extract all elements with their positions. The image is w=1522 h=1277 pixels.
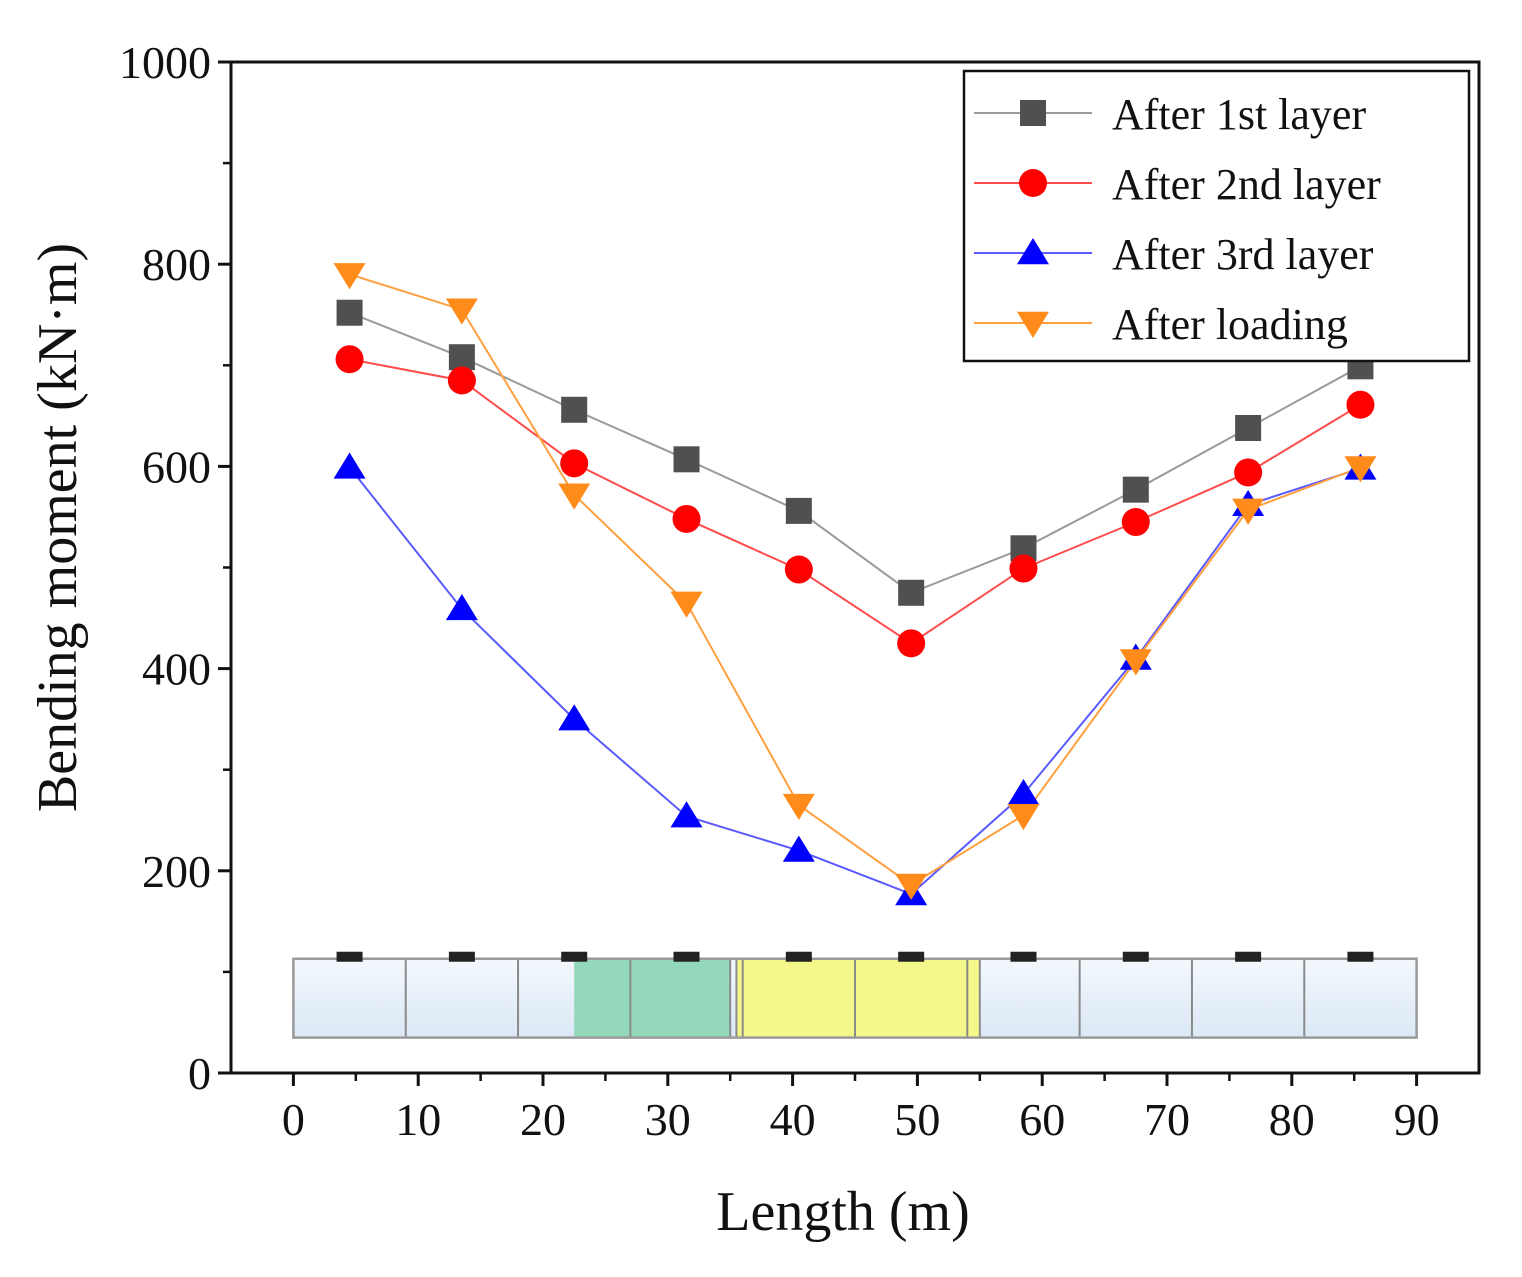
y-tick-label: 600: [142, 441, 211, 492]
data-point-s4-2: [445, 298, 478, 325]
x-tick-label: 0: [282, 1094, 305, 1145]
data-point-s4-5: [782, 793, 815, 821]
legend-label-3: After 3rd layer: [1112, 230, 1374, 279]
data-point-s1-8: [1122, 476, 1149, 503]
data-point-s3-1: [333, 452, 366, 479]
x-tick-label: 30: [645, 1094, 691, 1145]
data-point-s2-9: [1234, 458, 1263, 487]
legend-marker-3: [1017, 238, 1049, 265]
series-line-4: [349, 273, 1361, 887]
data-point-s2-2: [447, 366, 476, 395]
legend-marker-1: [1020, 100, 1046, 126]
data-point-s1-3: [561, 396, 588, 423]
series-line-3: [348, 466, 1361, 896]
beam-inset-diagram: [292, 951, 1418, 1039]
data-point-s3-2: [445, 594, 478, 621]
data-point-s1-1: [336, 299, 363, 326]
inset-yellow-region: [736, 958, 980, 1038]
data-point-s3-3: [558, 704, 591, 731]
data-point-s3-7: [1007, 779, 1040, 806]
data-point-s2-7: [1009, 554, 1038, 583]
x-tick-label: 10: [395, 1094, 441, 1145]
inset-support-mark: [448, 951, 475, 962]
data-point-s4-10: [1344, 456, 1377, 483]
data-point-s1-4: [673, 446, 700, 473]
data-point-s4-9: [1232, 498, 1265, 525]
inset-support-mark: [1347, 951, 1374, 962]
axes-layer: 0 10 20 30 40 50 60 70 80 90 0 200 400 600 800 1000: [119, 37, 1481, 1145]
inset-outline: [292, 957, 1418, 1039]
x-tick-label: 40: [770, 1094, 816, 1145]
legend-label-1: After 1st layer: [1112, 90, 1366, 139]
data-point-s1-9: [1235, 414, 1262, 441]
y-tick-label: 0: [188, 1048, 211, 1099]
data-point-s3-4: [670, 801, 703, 828]
legend-label-2: After 2nd layer: [1112, 160, 1381, 209]
inset-support-mark: [785, 951, 812, 962]
y-tick-label: 1000: [119, 37, 211, 88]
inset-support-mark: [1235, 951, 1262, 962]
x-tick-label: 90: [1394, 1094, 1440, 1145]
data-point-s2-8: [1121, 508, 1150, 537]
data-point-s4-4: [670, 591, 703, 618]
data-point-s2-10: [1346, 390, 1375, 419]
data-point-s4-1: [333, 263, 366, 290]
inset-support-mark: [561, 951, 588, 962]
data-point-s4-3: [558, 483, 591, 510]
data-point-s2-5: [784, 555, 813, 584]
data-point-s2-6: [897, 629, 926, 658]
series-layer: [333, 263, 1377, 906]
data-point-s1-5: [785, 497, 812, 524]
series-line-2: [349, 358, 1361, 645]
data-point-s3-5: [782, 835, 815, 862]
inset-support-mark: [898, 951, 925, 962]
legend: After 1st layer After 2nd layer After 3rd …: [962, 69, 1471, 363]
data-point-s2-4: [672, 504, 701, 533]
data-point-s2-3: [560, 449, 589, 478]
x-tick-label: 20: [520, 1094, 566, 1145]
inset-green-region: [574, 958, 731, 1038]
y-axis-title: Bending moment (kN·m): [27, 243, 89, 812]
data-point-s4-7: [1007, 803, 1040, 831]
inset-support-mark: [336, 951, 363, 962]
legend-marker-4: [1017, 311, 1049, 338]
y-tick-label: 400: [142, 644, 211, 695]
data-point-s4-6: [895, 873, 928, 900]
data-point-s4-8: [1119, 649, 1152, 676]
x-tick-label: 80: [1269, 1094, 1315, 1145]
data-point-s2-1: [335, 345, 364, 374]
legend-marker-2: [1019, 169, 1047, 197]
data-point-s1-6: [898, 579, 925, 606]
y-tick-label: 800: [142, 239, 211, 290]
inset-support-mark: [1010, 951, 1037, 962]
legend-label-4: After loading: [1112, 300, 1348, 349]
y-tick-label: 200: [142, 846, 211, 897]
x-tick-label: 50: [894, 1094, 940, 1145]
data-point-s1-2: [448, 344, 475, 371]
x-axis-title: Length (m): [716, 1181, 969, 1243]
inset-support-mark: [1122, 951, 1149, 962]
x-tick-label: 60: [1019, 1094, 1065, 1145]
series-line-1: [349, 311, 1361, 594]
x-tick-label: 70: [1144, 1094, 1190, 1145]
inset-support-mark: [673, 951, 700, 962]
